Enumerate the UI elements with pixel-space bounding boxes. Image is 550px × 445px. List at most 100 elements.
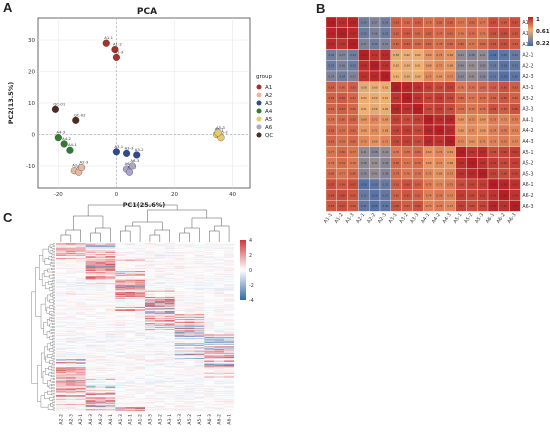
heatmap-cell — [164, 390, 175, 392]
heatmap-cell — [164, 259, 175, 261]
heatmap-cell — [95, 291, 106, 292]
heatmap-cell — [56, 337, 66, 339]
heatmap-cell — [125, 326, 136, 328]
heatmap-cell — [105, 358, 116, 360]
heatmap-cell — [194, 364, 205, 366]
heatmap-cell — [224, 247, 235, 249]
heatmap-cell — [145, 253, 155, 255]
heatmap-cell — [164, 311, 175, 313]
heatmap-cell — [174, 252, 185, 253]
heatmap-cell — [154, 400, 165, 402]
heatmap-cell — [184, 246, 195, 248]
heatmap-cell — [204, 315, 215, 317]
heatmap-cell — [145, 314, 155, 316]
row-dendrogram-branch — [46, 306, 50, 314]
heatmap-cell — [145, 378, 155, 379]
heatmap-cell — [115, 401, 126, 403]
heatmap-cell — [174, 280, 185, 282]
heatmap-cell — [194, 330, 205, 331]
heatmap-cell — [56, 395, 66, 397]
heatmap-cell — [204, 278, 215, 280]
heatmap-cell — [214, 337, 225, 339]
heatmap-cell — [224, 396, 235, 398]
heatmap-cell — [145, 303, 155, 305]
heatmap-cell — [115, 364, 126, 366]
heatmap-cell — [135, 317, 146, 319]
heatmap-cell — [204, 303, 215, 305]
heatmap-cell — [214, 248, 225, 250]
heatmap-cell — [65, 253, 76, 255]
heatmap-cell — [135, 323, 146, 325]
heatmap-cell — [174, 290, 185, 292]
heatmap-cell — [75, 354, 86, 356]
heatmap-column-label: A5-2 — [187, 414, 193, 425]
heatmap-cell — [145, 304, 155, 305]
heatmap-cell — [75, 286, 86, 288]
corr-cell-value: 0.33 — [361, 31, 367, 35]
heatmap-cell — [154, 275, 165, 276]
heatmap-cell — [164, 254, 175, 256]
heatmap-cell — [204, 291, 215, 292]
heatmap-cell — [145, 404, 155, 406]
heatmap-cell — [56, 248, 66, 250]
heatmap-cell — [204, 350, 215, 352]
heatmap-cell — [194, 391, 205, 392]
heatmap-cell — [204, 246, 215, 247]
heatmap-cell — [105, 311, 116, 313]
heatmap-cell — [105, 257, 116, 259]
heatmap-cell — [125, 407, 136, 408]
heatmap-cell — [115, 355, 126, 357]
heatmap-cell — [85, 255, 96, 257]
heatmap-cell — [95, 246, 106, 247]
heatmap-cell — [194, 376, 205, 378]
heatmap-cell — [194, 356, 205, 358]
heatmap-cell — [115, 256, 126, 258]
heatmap-cell — [204, 375, 215, 376]
heatmap-cell — [154, 310, 165, 312]
heatmap-cell — [125, 284, 136, 286]
heatmap-cell — [65, 378, 76, 380]
heatmap-cell — [85, 290, 96, 292]
heatmap-cell — [204, 320, 215, 321]
heatmap-cell — [164, 404, 175, 406]
heatmap-cell — [65, 262, 76, 263]
heatmap-cell — [65, 318, 76, 320]
heatmap-cell — [115, 303, 126, 305]
heatmap-cell — [95, 282, 106, 284]
heatmap-cell — [85, 309, 96, 311]
heatmap-cell — [164, 323, 175, 324]
heatmap-cell — [56, 306, 66, 308]
heatmap-cell — [154, 291, 165, 292]
heatmap-cell — [194, 298, 205, 300]
heatmap-cell — [224, 320, 235, 322]
heatmap-cell — [214, 304, 225, 305]
heatmap-cell — [135, 359, 146, 361]
heatmap-cell — [65, 406, 76, 408]
heatmap-cell — [115, 270, 126, 272]
heatmap-cell — [194, 363, 205, 365]
heatmap-cell — [184, 275, 195, 277]
pca-legend-label: QC — [265, 133, 273, 139]
corr-cell-value: 0.61 — [361, 107, 367, 111]
heatmap-cell — [95, 297, 106, 299]
heatmap-cell — [174, 410, 185, 412]
heatmap-cell — [115, 310, 126, 312]
heatmap-cell — [154, 399, 165, 401]
heatmap-cell — [56, 323, 66, 324]
heatmap-cell — [125, 310, 136, 312]
heatmap-cell — [174, 408, 185, 410]
heatmap-cell — [145, 388, 155, 390]
heatmap-cell — [164, 312, 175, 314]
heatmap-cell — [125, 339, 136, 341]
heatmap-cell — [105, 374, 116, 376]
heatmap-cell — [154, 355, 165, 357]
heatmap-cell — [56, 279, 66, 281]
heatmap-cell — [174, 243, 185, 245]
heatmap-cell — [224, 339, 235, 341]
heatmap-cell — [75, 277, 86, 279]
heatmap-cell — [95, 294, 106, 296]
heatmap-cell — [56, 267, 66, 269]
heatmap-cell — [194, 379, 205, 381]
heatmap-cell — [145, 313, 155, 315]
heatmap-cell — [75, 342, 86, 344]
